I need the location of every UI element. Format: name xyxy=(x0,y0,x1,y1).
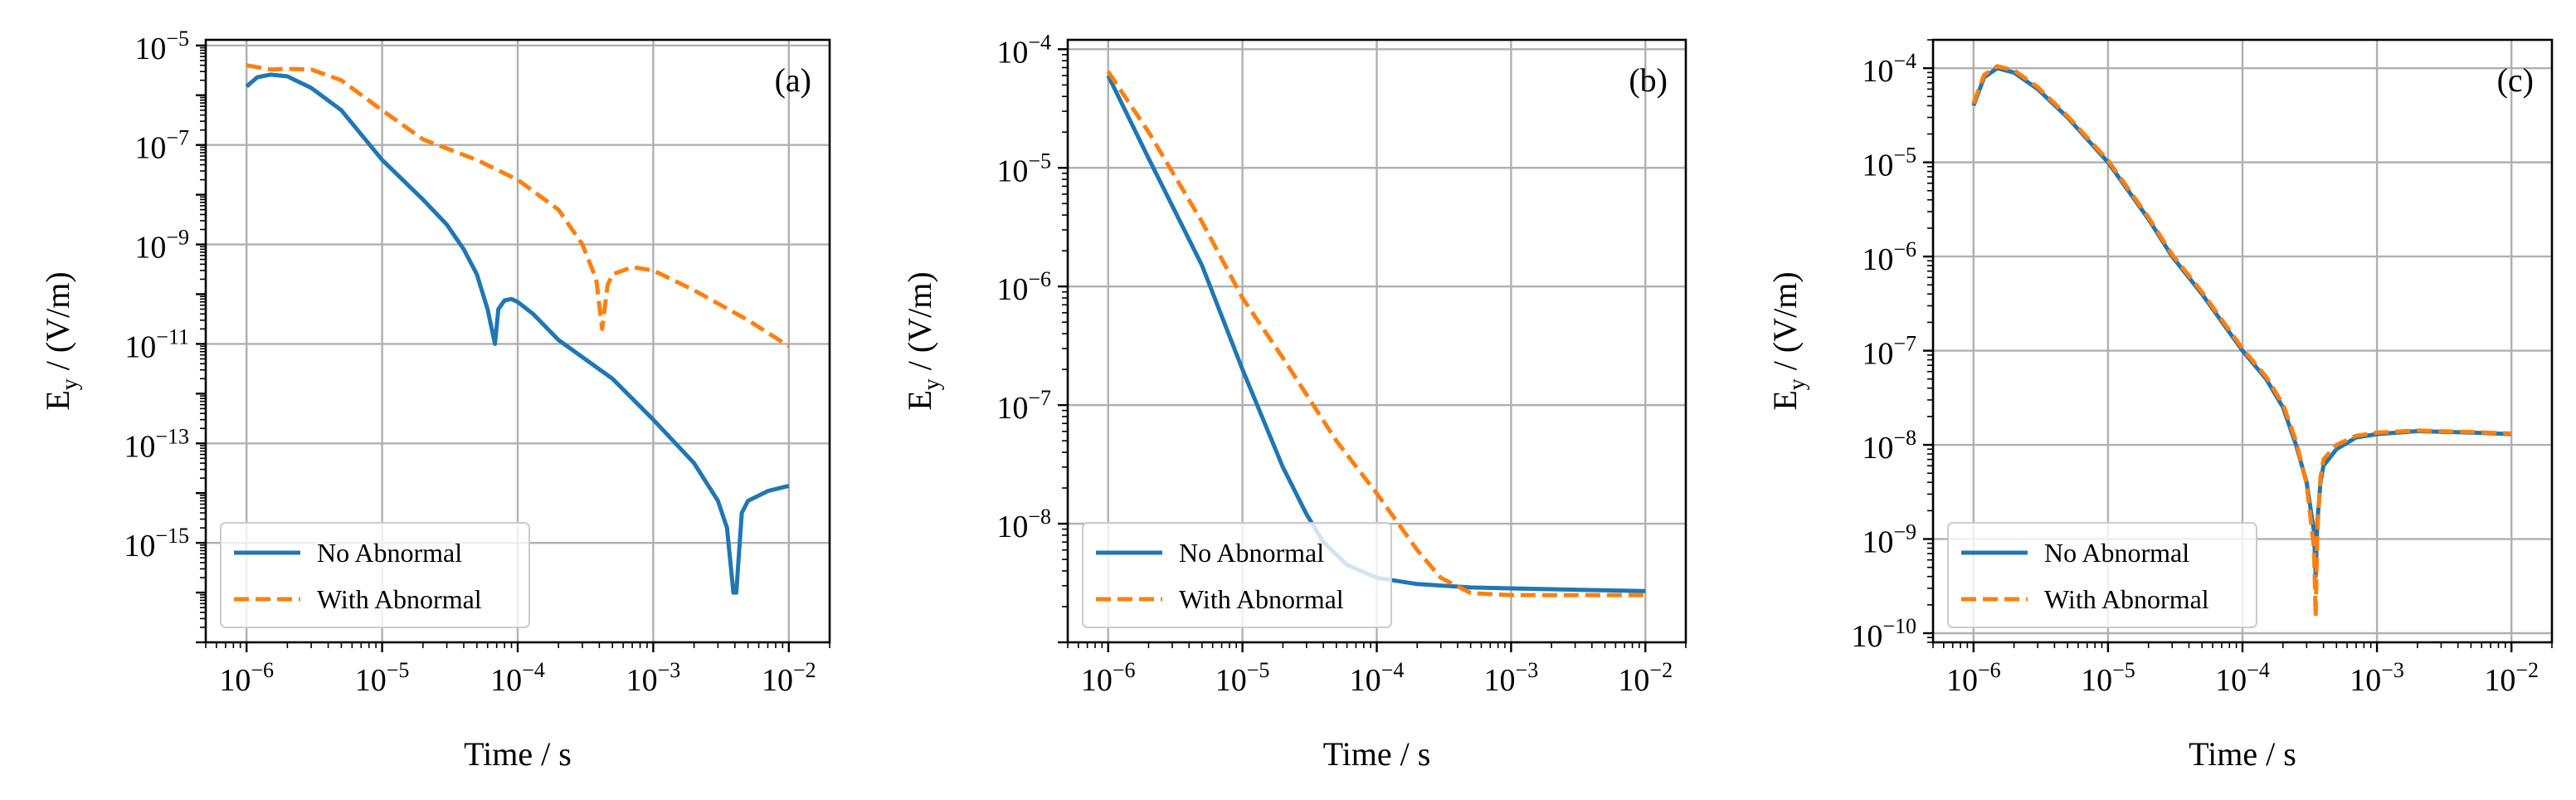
y-tick-label: 10−13 xyxy=(124,424,189,464)
panel-a: 10−6 10−5 10−4 10−3 10−2 10−15 10−13 10−11 10−9 1… xyxy=(39,27,831,773)
y-tick-label: 10−7 xyxy=(134,126,189,166)
y-tick-label: 10−7 xyxy=(996,386,1051,426)
y-axis-label-main: E xyxy=(901,390,938,410)
y-tick-label: 10−11 xyxy=(124,324,189,364)
x-tick-label: 10−2 xyxy=(1618,658,1673,698)
y-tick-label: 10−6 xyxy=(1862,237,1916,277)
x-tick-label: 10−6 xyxy=(1081,658,1136,698)
y-axis-label: Ey / (V/m) xyxy=(901,271,945,410)
y-tick-label: 10−8 xyxy=(1862,426,1916,466)
legend-label-no-abnormal: No Abnormal xyxy=(317,538,462,568)
y-tick-label: 10−5 xyxy=(1862,144,1916,183)
x-tick-label: 10−2 xyxy=(2484,658,2539,698)
no-abnormal-line xyxy=(245,72,790,595)
y-axis-label-rest: / (V/m) xyxy=(901,271,938,378)
panel-label-a: (a) xyxy=(775,61,811,99)
y-axis-label-sub: y xyxy=(57,378,83,390)
legend: No Abnormal With Abnormal xyxy=(1947,522,2257,628)
legend-label-no-abnormal: No Abnormal xyxy=(1179,538,1324,568)
y-tick-label: 10−5 xyxy=(134,27,189,66)
legend-label-with-abnormal: With Abnormal xyxy=(1179,584,1344,614)
with-abnormal-line xyxy=(1106,70,1646,598)
x-tick-label: 10−3 xyxy=(626,658,681,698)
y-tick-label: 10−4 xyxy=(1862,49,1916,89)
y-axis-label: Ey / (V/m) xyxy=(1766,271,1810,410)
y-tick-label: 10−7 xyxy=(1862,332,1916,372)
x-axis-label: Time / s xyxy=(2189,735,2296,773)
legend-label-with-abnormal: With Abnormal xyxy=(317,584,482,614)
x-axis-label: Time / s xyxy=(464,735,572,773)
x-tick-label: 10−6 xyxy=(219,658,274,698)
y-tick-label: 10−5 xyxy=(996,149,1051,188)
y-axis-label-rest: / (V/m) xyxy=(39,271,76,378)
x-tick-label: 10−6 xyxy=(1946,658,2001,698)
x-tick-label: 10−4 xyxy=(2215,658,2270,698)
x-tick-label: 10−5 xyxy=(1215,658,1270,698)
y-tick-label: 10−15 xyxy=(124,524,189,563)
legend-box xyxy=(1947,522,2257,628)
y-tick-label: 10−8 xyxy=(996,505,1051,544)
x-tick-label: 10−5 xyxy=(2081,658,2135,698)
y-tick-label: 10−6 xyxy=(996,267,1051,307)
y-axis-label-sub: y xyxy=(1785,378,1810,390)
y-tick-label: 10−4 xyxy=(996,30,1051,70)
x-tick-label: 10−4 xyxy=(1350,658,1405,698)
y-tick-label: 10−9 xyxy=(134,226,189,266)
panel-label-b: (b) xyxy=(1629,61,1668,99)
x-tick-label: 10−3 xyxy=(1484,658,1539,698)
y-tick-label: 10−9 xyxy=(1862,520,1916,560)
legend: No Abnormal With Abnormal xyxy=(220,522,530,628)
y-axis-label-sub: y xyxy=(919,378,945,390)
x-tick-label: 10−5 xyxy=(355,658,410,698)
legend-box xyxy=(220,522,530,628)
legend-box xyxy=(1082,522,1392,628)
legend-label-no-abnormal: No Abnormal xyxy=(2044,538,2189,568)
panel-label-c: (c) xyxy=(2497,61,2534,99)
x-tick-label: 10−4 xyxy=(490,658,545,698)
with-abnormal-line xyxy=(246,63,791,349)
y-axis-label: Ey / (V/m) xyxy=(39,271,83,410)
y-axis-label-rest: / (V/m) xyxy=(1766,271,1804,378)
y-axis-label-main: E xyxy=(1766,390,1804,410)
y-axis-label-main: E xyxy=(39,390,76,410)
x-tick-label: 10−2 xyxy=(762,658,816,698)
panel-c: 10−6 10−5 10−4 10−3 10−2 10−10 10−9 10−8 10−7 10−… xyxy=(1766,38,2554,773)
with-abnormal-line xyxy=(1971,64,2512,619)
x-axis-label: Time / s xyxy=(1323,735,1431,773)
legend: No Abnormal With Abnormal xyxy=(1082,522,1392,628)
x-tick-label: 10−3 xyxy=(2350,658,2404,698)
legend-label-with-abnormal: With Abnormal xyxy=(2044,584,2209,614)
panel-b: 10−6 10−5 10−4 10−3 10−2 10−8 10−7 10−6 10−5 10−4… xyxy=(901,30,1687,773)
y-tick-label: 10−10 xyxy=(1851,614,1916,654)
